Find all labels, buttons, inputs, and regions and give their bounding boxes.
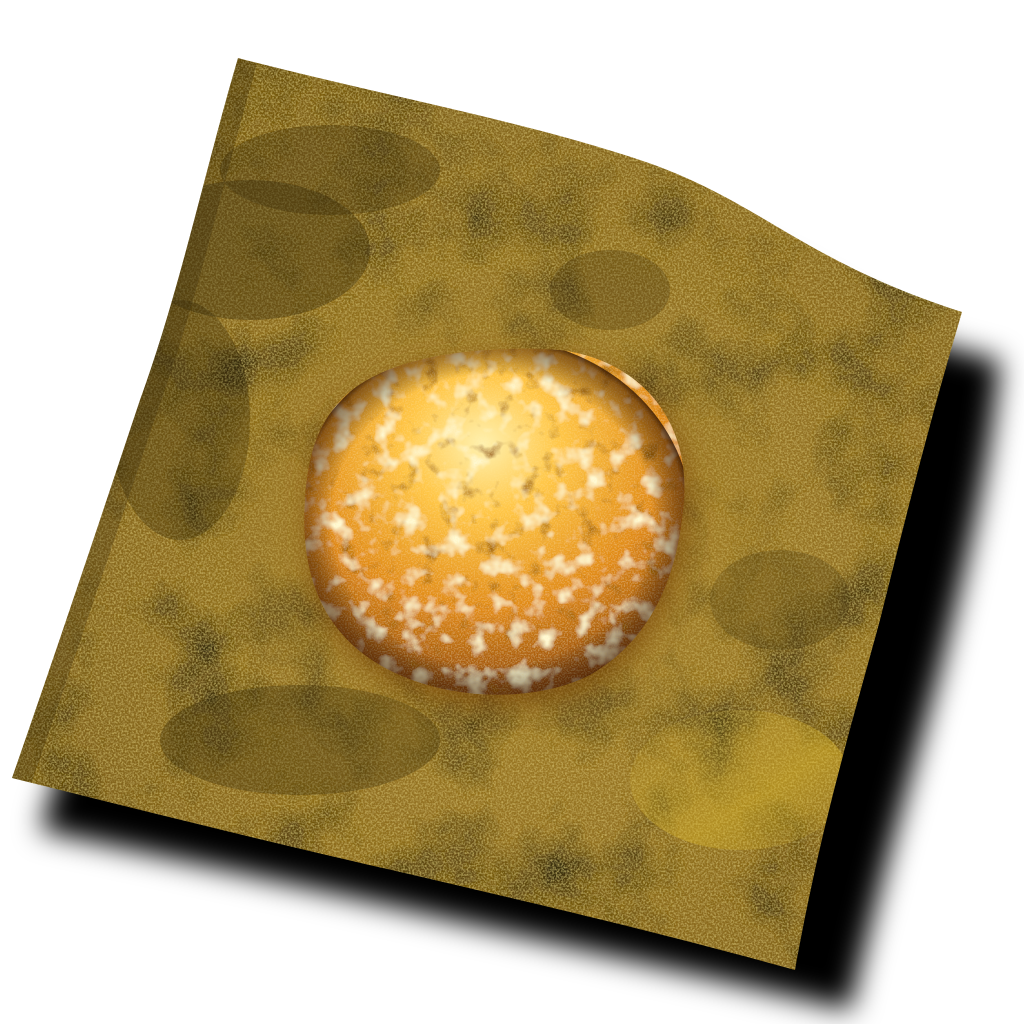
glowing-dome — [304, 348, 689, 705]
